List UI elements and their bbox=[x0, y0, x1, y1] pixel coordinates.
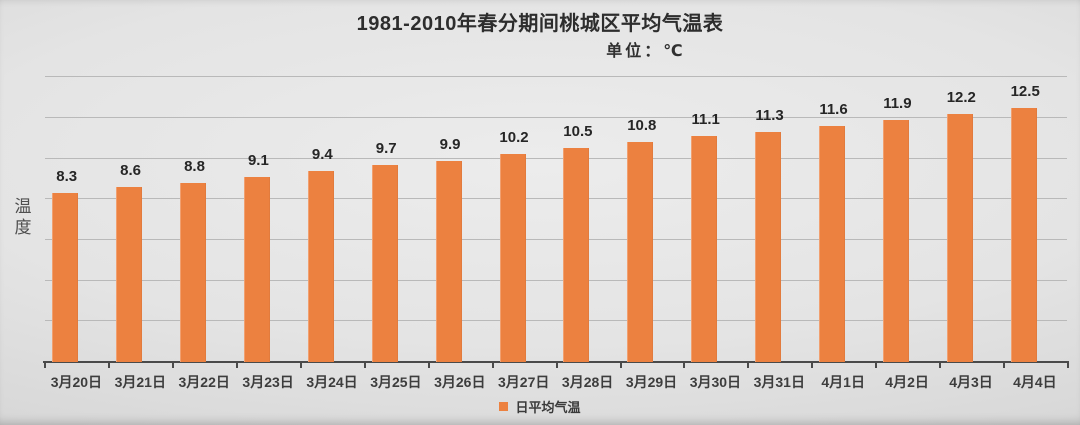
legend: 日平均气温 bbox=[0, 397, 1080, 416]
bar-value-label: 9.7 bbox=[375, 139, 397, 157]
axis-tick bbox=[875, 361, 878, 368]
legend-label: 日平均气温 bbox=[515, 400, 581, 415]
axis-tick bbox=[811, 361, 814, 368]
gridline bbox=[45, 320, 1067, 322]
bar-value-label: 12.2 bbox=[946, 88, 976, 106]
x-axis-label: 3月30日 bbox=[689, 374, 742, 390]
bar-value-label: 9.4 bbox=[311, 145, 333, 163]
bar-value-label: 11.6 bbox=[819, 100, 848, 118]
axis-tick bbox=[300, 361, 302, 368]
bar bbox=[371, 164, 398, 362]
bar bbox=[52, 193, 79, 362]
x-axis-label: 4月3日 bbox=[949, 374, 993, 390]
x-axis-label: 3月29日 bbox=[625, 374, 678, 390]
x-axis-label: 3月27日 bbox=[498, 374, 550, 390]
x-axis-label: 3月21日 bbox=[114, 374, 166, 390]
x-axis-label: 3月20日 bbox=[50, 374, 103, 390]
gridline bbox=[45, 279, 1067, 281]
axis-tick bbox=[427, 361, 430, 368]
bar bbox=[116, 187, 143, 362]
bar bbox=[755, 132, 782, 362]
bar-value-label: 8.6 bbox=[120, 162, 142, 179]
axis-tick bbox=[44, 361, 47, 368]
gridline bbox=[45, 76, 1067, 78]
bar bbox=[243, 176, 270, 362]
bar bbox=[435, 160, 462, 362]
x-axis-label: 4月1日 bbox=[821, 374, 865, 390]
bar bbox=[627, 142, 654, 362]
bar-value-label: 11.1 bbox=[691, 111, 720, 129]
x-axis-label: 4月4日 bbox=[1013, 374, 1057, 390]
legend-swatch-icon bbox=[499, 402, 509, 411]
chart-title: 1981-2010年春分期间桃城区平均气温表 bbox=[356, 13, 724, 35]
x-axis-label: 3月23日 bbox=[242, 374, 294, 390]
unit-label: 单位：℃ bbox=[606, 43, 686, 60]
bar-value-label: 11.9 bbox=[883, 94, 912, 112]
bar bbox=[563, 148, 590, 362]
x-axis-label: 3月28日 bbox=[561, 374, 614, 390]
bar-value-label: 8.3 bbox=[56, 168, 78, 186]
x-axis-label: 3月25日 bbox=[370, 374, 422, 390]
x-axis-label: 3月22日 bbox=[178, 374, 230, 390]
bar-value-label: 8.8 bbox=[184, 157, 205, 175]
axis-tick bbox=[491, 361, 494, 368]
bar-value-label: 11.3 bbox=[755, 107, 784, 125]
axis-tick bbox=[363, 361, 366, 368]
gridline bbox=[45, 198, 1067, 200]
y-axis-title: 温度 bbox=[14, 197, 32, 237]
x-axis-label: 3月31日 bbox=[753, 374, 805, 390]
bar-value-label: 9.9 bbox=[439, 135, 461, 153]
bar bbox=[499, 154, 526, 362]
axis-tick bbox=[555, 361, 558, 368]
bar-value-label: 10.5 bbox=[563, 123, 593, 141]
axis-tick bbox=[108, 361, 111, 368]
gridline bbox=[45, 157, 1067, 159]
gridline bbox=[45, 238, 1067, 240]
bar bbox=[307, 170, 334, 362]
axis-tick bbox=[939, 361, 941, 368]
axis-tick bbox=[683, 361, 686, 368]
bar-value-label: 12.5 bbox=[1010, 82, 1040, 100]
bar-value-label: 9.1 bbox=[247, 151, 269, 169]
axis-tick bbox=[172, 361, 175, 368]
x-axis-label: 4月2日 bbox=[885, 374, 929, 390]
x-axis-label: 3月26日 bbox=[434, 374, 486, 390]
bar-value-label: 10.2 bbox=[499, 129, 529, 147]
plot-area: 8.3 3月20日 8.6 3月21日 8.8 3月22日 9.1 3月23日 9.4 3月24日… bbox=[43, 65, 1069, 390]
bar bbox=[1010, 107, 1037, 362]
axis-tick bbox=[747, 361, 750, 368]
axis-tick bbox=[619, 361, 622, 368]
bar bbox=[882, 119, 909, 362]
bar bbox=[691, 136, 718, 362]
axis-tick bbox=[1066, 361, 1069, 368]
bar-value-label: 10.8 bbox=[627, 117, 657, 135]
bar bbox=[180, 182, 206, 362]
bar bbox=[946, 113, 973, 362]
axis-tick bbox=[1002, 361, 1005, 368]
axis-tick bbox=[236, 361, 239, 368]
gridline bbox=[45, 116, 1067, 118]
bar bbox=[819, 125, 845, 362]
x-axis-label: 3月24日 bbox=[306, 374, 358, 390]
